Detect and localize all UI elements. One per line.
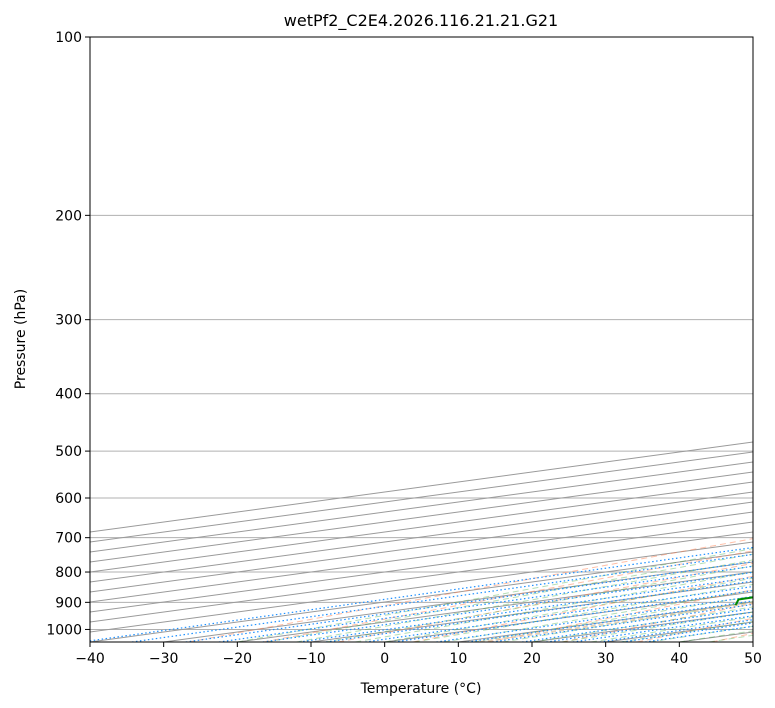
isotherm-line [90,481,753,573]
mixing-ratio-lines [90,546,753,642]
x-tick-label: 0 [380,651,389,667]
isotherm-line [90,551,753,642]
isotherm-line [310,581,753,642]
grid-lines [90,37,753,630]
mixing-ratio-line [90,546,753,642]
isotherm-line [90,531,753,623]
frost-line [479,601,753,642]
x-tick-label: 40 [670,651,688,667]
moist-adiabat [384,577,753,642]
plot-frame [89,36,754,643]
dry-adiabat [487,589,753,642]
mixing-ratio-line [299,576,753,642]
isotherm-line [90,511,753,603]
dry-adiabat [711,632,753,642]
mixing-ratio-line [326,580,753,642]
x-tick-label: −30 [149,651,179,667]
isotherm-line [90,501,753,593]
mixing-ratio-line [365,585,753,642]
x-axis-title: Temperature (°C) [360,681,482,697]
y-tick-label: 100 [55,30,82,46]
y-axis-title: Pressure (hPa) [13,289,29,389]
moist-adiabat [620,621,753,642]
x-tick-label: −10 [296,651,326,667]
y-tick-label: 300 [55,313,82,329]
isotherm-line [90,471,753,563]
y-axis-ticks: 100 200 300 400 500 600 700 800 900 1000 [46,30,90,638]
isotherm-line [531,611,753,642]
x-tick-label: 30 [597,651,615,667]
moist-adiabat [561,611,753,642]
y-tick-label: 800 [55,565,82,581]
moist-adiabat [531,606,753,642]
isotherm-line [752,641,753,642]
moist-adiabat [502,601,753,642]
x-tick-label: −40 [75,651,105,667]
y-tick-label: 1000 [46,622,82,638]
y-tick-label: 400 [55,387,82,403]
isotherm-line [679,631,753,642]
moist-adiabat [355,571,753,642]
dry-adiabat [338,562,753,642]
y-tick-label: 900 [55,595,82,611]
moist-adiabat [708,634,753,642]
y-tick-label: 200 [55,208,82,224]
isotherm-line [90,491,753,583]
mixing-ratio-line [492,603,753,642]
x-tick-label: −20 [223,651,253,667]
mixing-ratio-line [394,589,753,642]
moist-adiabat [649,625,753,642]
mixing-ratio-line [546,611,753,642]
plot-area: -100-90-80-70-60-50-40-30-20-1001020300.… [90,37,753,642]
moist-adiabat [266,553,753,642]
moist-adiabat [473,595,753,642]
y-tick-label: 600 [55,491,82,507]
y-tick-label: 700 [55,531,82,547]
chart-title: wetPf2_C2E4.2026.116.21.21.G21 [284,11,558,31]
x-axis-ticks: −40 −30 −20 −10 0 10 20 30 40 50 [75,642,762,667]
profile-series [734,596,753,606]
isotherm-line [90,541,753,633]
moist-adiabat [325,565,753,642]
y-tick-label: 500 [55,444,82,460]
dry-adiabat [562,603,753,642]
isotherm-line [90,461,753,553]
isotherm-line [90,521,753,613]
isotherm-lines [90,441,753,642]
moist-adiabat [237,548,753,642]
moist-adiabat [679,630,753,642]
moist-adiabat [414,583,753,642]
x-tick-label: 20 [523,651,541,667]
isotherm-line [90,451,753,543]
x-tick-label: 50 [744,651,762,667]
dry-adiabat [636,617,753,642]
x-tick-label: 10 [449,651,467,667]
dewpoint-profile [734,596,753,606]
dry-adiabat [263,550,753,642]
isotherm-line [384,591,753,642]
frost-point-line [479,601,753,642]
